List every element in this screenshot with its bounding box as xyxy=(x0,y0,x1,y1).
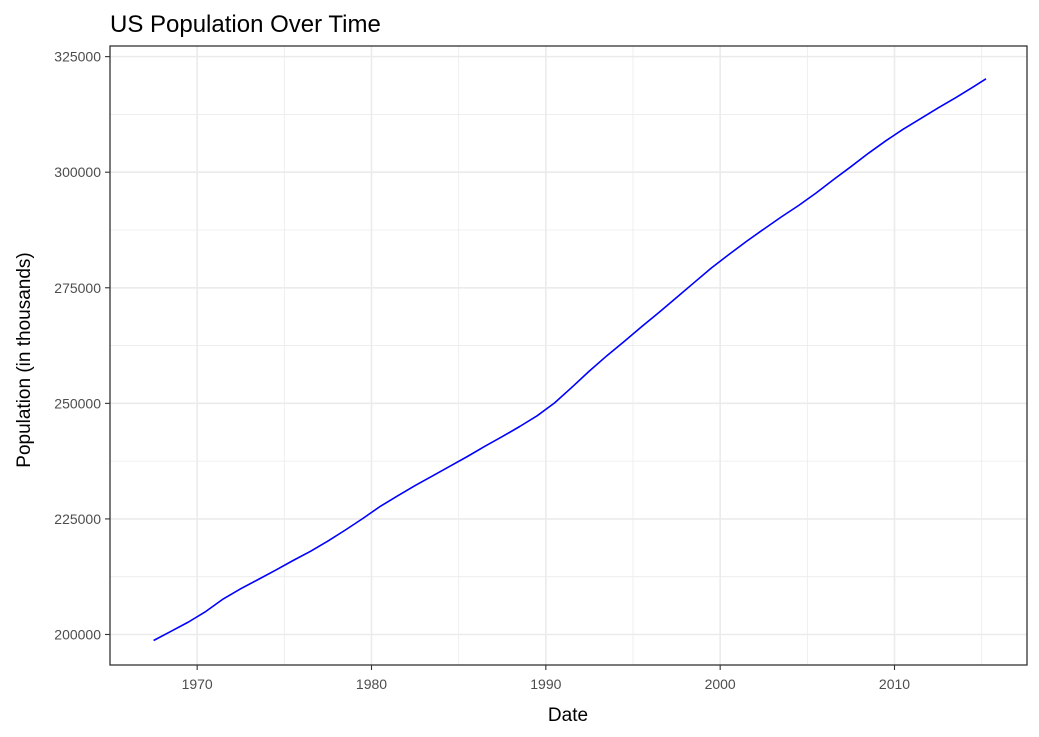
y-tick-label: 300000 xyxy=(54,164,101,180)
y-tick-label: 225000 xyxy=(54,511,101,527)
x-tick-label: 1990 xyxy=(530,676,561,692)
y-tick-label: 275000 xyxy=(54,280,101,296)
y-tick-label: 200000 xyxy=(54,626,101,642)
y-tick-label: 325000 xyxy=(54,49,101,65)
series-line xyxy=(153,78,987,642)
y-axis: 200000 225000 250000 275000 300000 325000 xyxy=(54,49,110,642)
x-tick-label: 2010 xyxy=(879,676,910,692)
series-layer xyxy=(153,78,987,642)
panel-border xyxy=(109,45,1028,666)
x-tick-label: 1970 xyxy=(182,676,213,692)
x-axis-title: Date xyxy=(548,705,588,726)
x-tick-label: 2000 xyxy=(705,676,736,692)
y-axis-title: Population (in thousands) xyxy=(14,252,35,467)
x-axis: 1970 1980 1990 2000 2010 xyxy=(182,665,910,692)
chart-title: US Population Over Time xyxy=(110,11,381,38)
y-tick-label: 250000 xyxy=(54,395,101,411)
x-tick-label: 1980 xyxy=(356,676,387,692)
